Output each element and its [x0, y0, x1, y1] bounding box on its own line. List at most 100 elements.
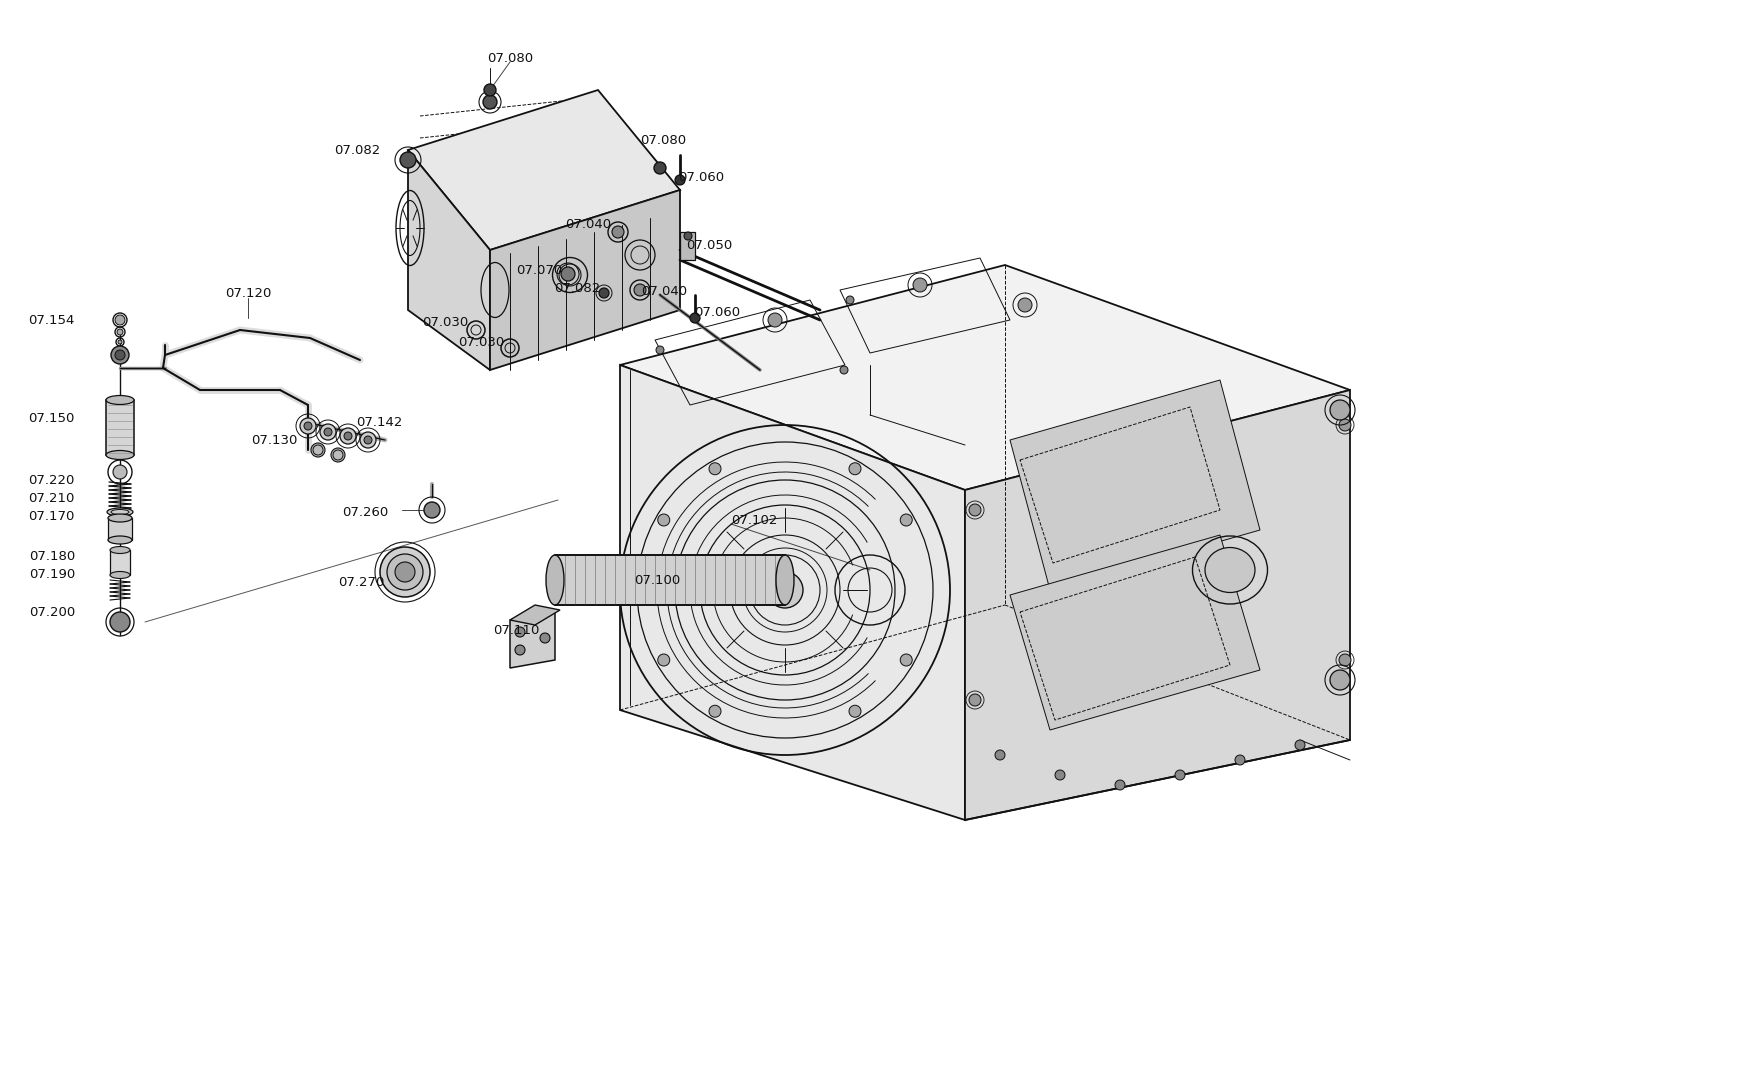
- Circle shape: [657, 514, 670, 526]
- Polygon shape: [510, 610, 555, 668]
- Text: 07.030: 07.030: [457, 336, 504, 349]
- Text: 07.142: 07.142: [356, 415, 402, 428]
- Circle shape: [311, 443, 325, 457]
- Ellipse shape: [110, 571, 130, 579]
- Text: 07.220: 07.220: [28, 474, 75, 487]
- Circle shape: [386, 554, 423, 590]
- Polygon shape: [407, 90, 680, 250]
- Circle shape: [1054, 770, 1064, 780]
- Text: 07.070: 07.070: [515, 263, 562, 276]
- Circle shape: [899, 654, 911, 666]
- Text: 07.040: 07.040: [565, 217, 610, 230]
- Ellipse shape: [106, 508, 132, 516]
- Circle shape: [113, 465, 127, 479]
- Circle shape: [612, 226, 624, 238]
- Bar: [108, 518, 132, 540]
- Bar: [106, 400, 134, 455]
- Text: 07.170: 07.170: [28, 509, 75, 522]
- Circle shape: [633, 284, 645, 296]
- Text: 07.270: 07.270: [339, 576, 384, 589]
- Text: 07.210: 07.210: [28, 491, 75, 504]
- Circle shape: [1017, 299, 1031, 312]
- Circle shape: [840, 366, 847, 374]
- Circle shape: [1329, 670, 1349, 690]
- Text: 07.040: 07.040: [640, 285, 687, 297]
- Circle shape: [657, 654, 670, 666]
- Text: 07.060: 07.060: [678, 170, 723, 183]
- Circle shape: [969, 694, 981, 706]
- Text: 07.130: 07.130: [252, 433, 297, 446]
- Polygon shape: [965, 389, 1349, 820]
- Ellipse shape: [776, 555, 793, 605]
- Polygon shape: [407, 150, 490, 370]
- Text: 07.102: 07.102: [730, 514, 777, 526]
- Circle shape: [483, 85, 496, 96]
- Text: 07.060: 07.060: [694, 306, 739, 319]
- Circle shape: [400, 152, 416, 168]
- Text: 07.030: 07.030: [421, 317, 468, 330]
- Circle shape: [379, 547, 430, 597]
- Circle shape: [683, 232, 692, 240]
- Text: 07.190: 07.190: [30, 567, 75, 581]
- Polygon shape: [619, 265, 1349, 490]
- Circle shape: [115, 350, 125, 360]
- Circle shape: [1329, 400, 1349, 421]
- Circle shape: [654, 162, 666, 174]
- Circle shape: [424, 502, 440, 518]
- Polygon shape: [510, 605, 560, 625]
- Circle shape: [995, 750, 1005, 760]
- Circle shape: [1174, 770, 1184, 780]
- Circle shape: [690, 314, 699, 323]
- Bar: [110, 550, 130, 575]
- Text: 07.260: 07.260: [341, 505, 388, 519]
- Circle shape: [849, 462, 861, 475]
- Circle shape: [767, 572, 802, 608]
- Polygon shape: [619, 365, 965, 820]
- Circle shape: [1115, 780, 1125, 790]
- Text: 07.120: 07.120: [224, 287, 271, 300]
- Circle shape: [1235, 755, 1245, 765]
- Text: 07.180: 07.180: [30, 550, 75, 563]
- Circle shape: [899, 514, 911, 526]
- Circle shape: [1339, 654, 1349, 666]
- Polygon shape: [1009, 535, 1259, 730]
- Circle shape: [299, 418, 316, 434]
- Circle shape: [323, 428, 332, 435]
- Circle shape: [845, 296, 854, 304]
- Circle shape: [539, 633, 550, 643]
- Ellipse shape: [546, 555, 563, 605]
- Ellipse shape: [110, 547, 130, 553]
- Circle shape: [360, 432, 376, 448]
- Text: 07.080: 07.080: [640, 134, 685, 147]
- Circle shape: [304, 422, 311, 430]
- Circle shape: [117, 328, 123, 335]
- Circle shape: [656, 346, 664, 354]
- Circle shape: [913, 278, 927, 292]
- Circle shape: [1339, 419, 1349, 431]
- Circle shape: [395, 562, 416, 582]
- Ellipse shape: [106, 450, 134, 459]
- Ellipse shape: [106, 396, 134, 404]
- Polygon shape: [1009, 380, 1259, 590]
- Circle shape: [598, 288, 609, 299]
- Circle shape: [320, 424, 336, 440]
- Circle shape: [675, 175, 685, 185]
- Text: 07.110: 07.110: [494, 624, 539, 637]
- Text: 07.050: 07.050: [685, 239, 732, 251]
- Circle shape: [515, 645, 525, 655]
- Circle shape: [515, 627, 525, 637]
- Text: 07.082: 07.082: [334, 143, 379, 156]
- Text: 07.100: 07.100: [633, 574, 680, 586]
- Circle shape: [708, 705, 720, 717]
- Circle shape: [849, 705, 861, 717]
- Text: 07.200: 07.200: [30, 606, 75, 618]
- Circle shape: [115, 315, 125, 325]
- Circle shape: [1294, 740, 1304, 750]
- Polygon shape: [680, 232, 694, 260]
- Circle shape: [344, 432, 351, 440]
- Ellipse shape: [1205, 548, 1254, 593]
- Circle shape: [111, 346, 129, 364]
- Ellipse shape: [108, 514, 132, 522]
- Circle shape: [969, 504, 981, 516]
- Circle shape: [339, 428, 356, 444]
